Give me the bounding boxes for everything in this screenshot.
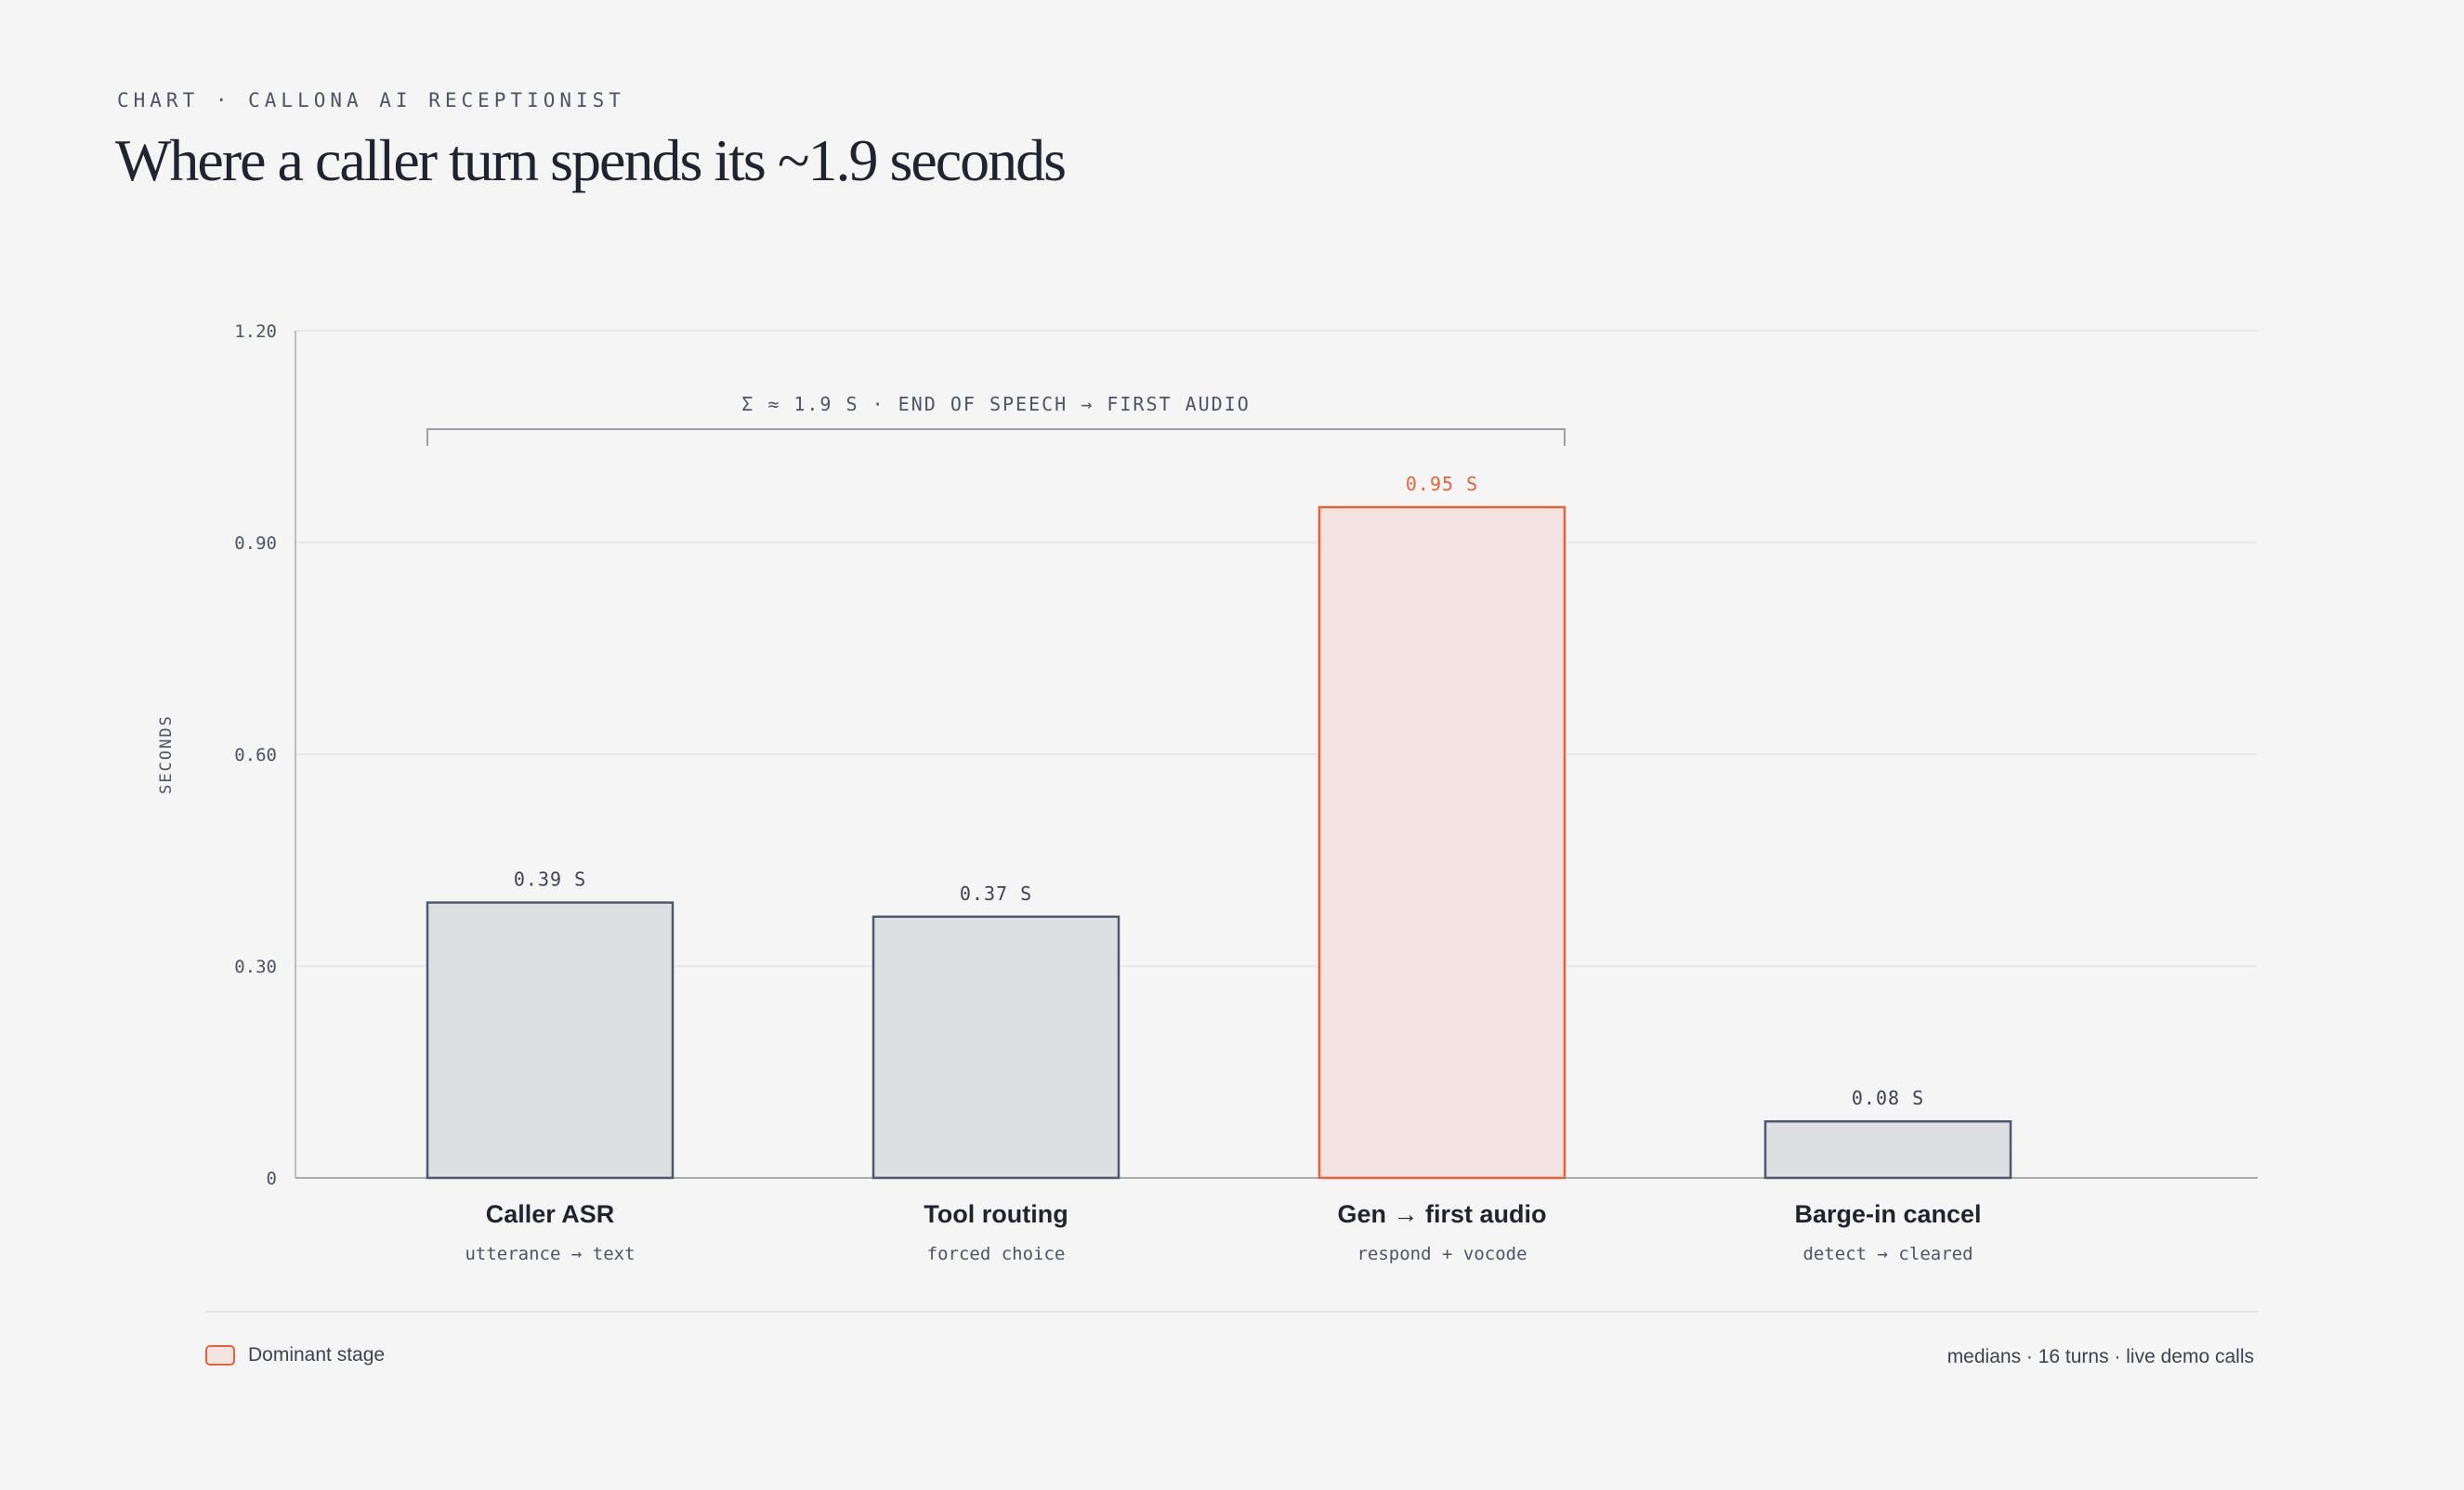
bar — [872, 915, 1121, 1180]
y-tick-label: 0.30 — [234, 957, 277, 977]
legend-swatch-dominant — [205, 1345, 235, 1366]
y-tick-label: 1.20 — [234, 321, 277, 342]
y-tick-label: 0 — [267, 1169, 277, 1189]
category-label: Tool routing — [924, 1200, 1068, 1228]
total-annotation-label: Σ ≈ 1.9 S · END OF SPEECH → FIRST AUDIO — [741, 393, 1251, 415]
total-bracket — [426, 428, 1566, 446]
y-tick-labels: 0 0.30 0.60 0.90 1.20 — [234, 321, 277, 1189]
category-sublabel: respond + vocode — [1357, 1244, 1527, 1264]
chart-footnote: medians · 16 turns · live demo calls — [1946, 1346, 2254, 1367]
bar — [1317, 505, 1566, 1180]
bars — [426, 505, 2012, 1180]
bar — [426, 901, 675, 1180]
bar-value-label: 0.08 S — [1852, 1087, 1924, 1109]
bar — [1763, 1119, 2012, 1180]
category-sublabel: utterance → text — [465, 1244, 635, 1264]
y-tick-label: 0.90 — [234, 533, 277, 554]
chart-eyebrow: CHART · CALLONA AI RECEPTIONIST — [117, 89, 625, 111]
bar-value-label: 0.39 S — [514, 869, 586, 891]
bar-value-label: 0.37 S — [960, 882, 1032, 905]
category-label: Caller ASR — [486, 1200, 615, 1228]
category-sublabel: detect → cleared — [1802, 1244, 1973, 1264]
bar-value-labels: 0.39 S 0.37 S 0.95 S 0.08 S — [514, 473, 1924, 1109]
category-label: Barge-in cancel — [1794, 1200, 1981, 1228]
chart-title: Where a caller turn spends its ~1.9 seco… — [115, 127, 1067, 193]
total-annotation: Σ ≈ 1.9 S · END OF SPEECH → FIRST AUDIO — [426, 393, 1566, 446]
y-axis-label: SECONDS — [157, 714, 176, 794]
category-labels: Caller ASR utterance → text Tool routing fo… — [465, 1200, 1981, 1264]
grid-lines — [295, 330, 2258, 967]
category-label: Gen → first audio — [1337, 1200, 1546, 1228]
y-tick-label: 0.60 — [234, 745, 277, 765]
bar-value-label: 0.95 S — [1406, 473, 1478, 495]
legend-label-dominant: Dominant stage — [248, 1344, 386, 1366]
legend: Dominant stage — [205, 1344, 385, 1366]
category-sublabel: forced choice — [927, 1244, 1066, 1264]
